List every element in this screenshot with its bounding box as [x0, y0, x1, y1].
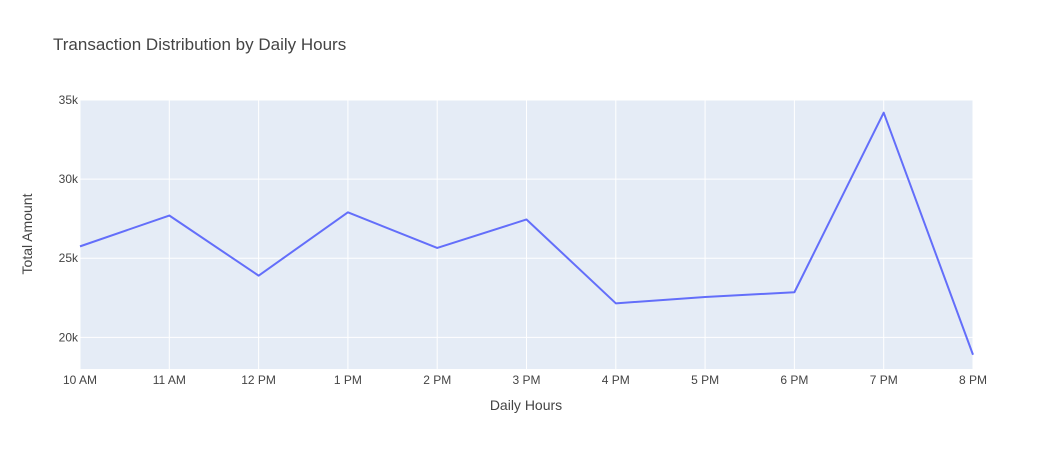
- x-tick-label: 11 AM: [153, 373, 186, 387]
- series-line: [79, 111, 974, 356]
- x-tick-label: 1 PM: [334, 373, 362, 387]
- x-gridlines: [79, 100, 974, 369]
- x-axis-ticks: 10 AM 11 AM 12 PM 1 PM 2 PM 3 PM 4 PM 5 PM 6 PM 7…: [63, 373, 987, 387]
- y-tick-label: 30k: [59, 172, 79, 186]
- x-tick-label: 8 PM: [959, 373, 987, 387]
- x-tick-label: 12 PM: [241, 373, 276, 387]
- x-tick-label: 5 PM: [691, 373, 719, 387]
- series-group: [79, 111, 974, 356]
- y-tick-label: 35k: [59, 93, 79, 107]
- x-tick-label: 7 PM: [870, 373, 898, 387]
- y-tick-label: 20k: [59, 330, 79, 344]
- chart-title: Transaction Distribution by Daily Hours: [53, 35, 346, 54]
- x-tick-label: 4 PM: [602, 373, 630, 387]
- x-tick-label: 10 AM: [63, 373, 97, 387]
- y-tick-label: 25k: [59, 251, 79, 265]
- x-tick-label: 2 PM: [423, 373, 451, 387]
- x-tick-label: 3 PM: [512, 373, 540, 387]
- y-axis-ticks: 20k 25k 30k 35k: [59, 93, 79, 344]
- x-axis-title: Daily Hours: [490, 397, 562, 413]
- x-tick-label: 6 PM: [780, 373, 808, 387]
- y-axis-title: Total Amount: [19, 193, 35, 274]
